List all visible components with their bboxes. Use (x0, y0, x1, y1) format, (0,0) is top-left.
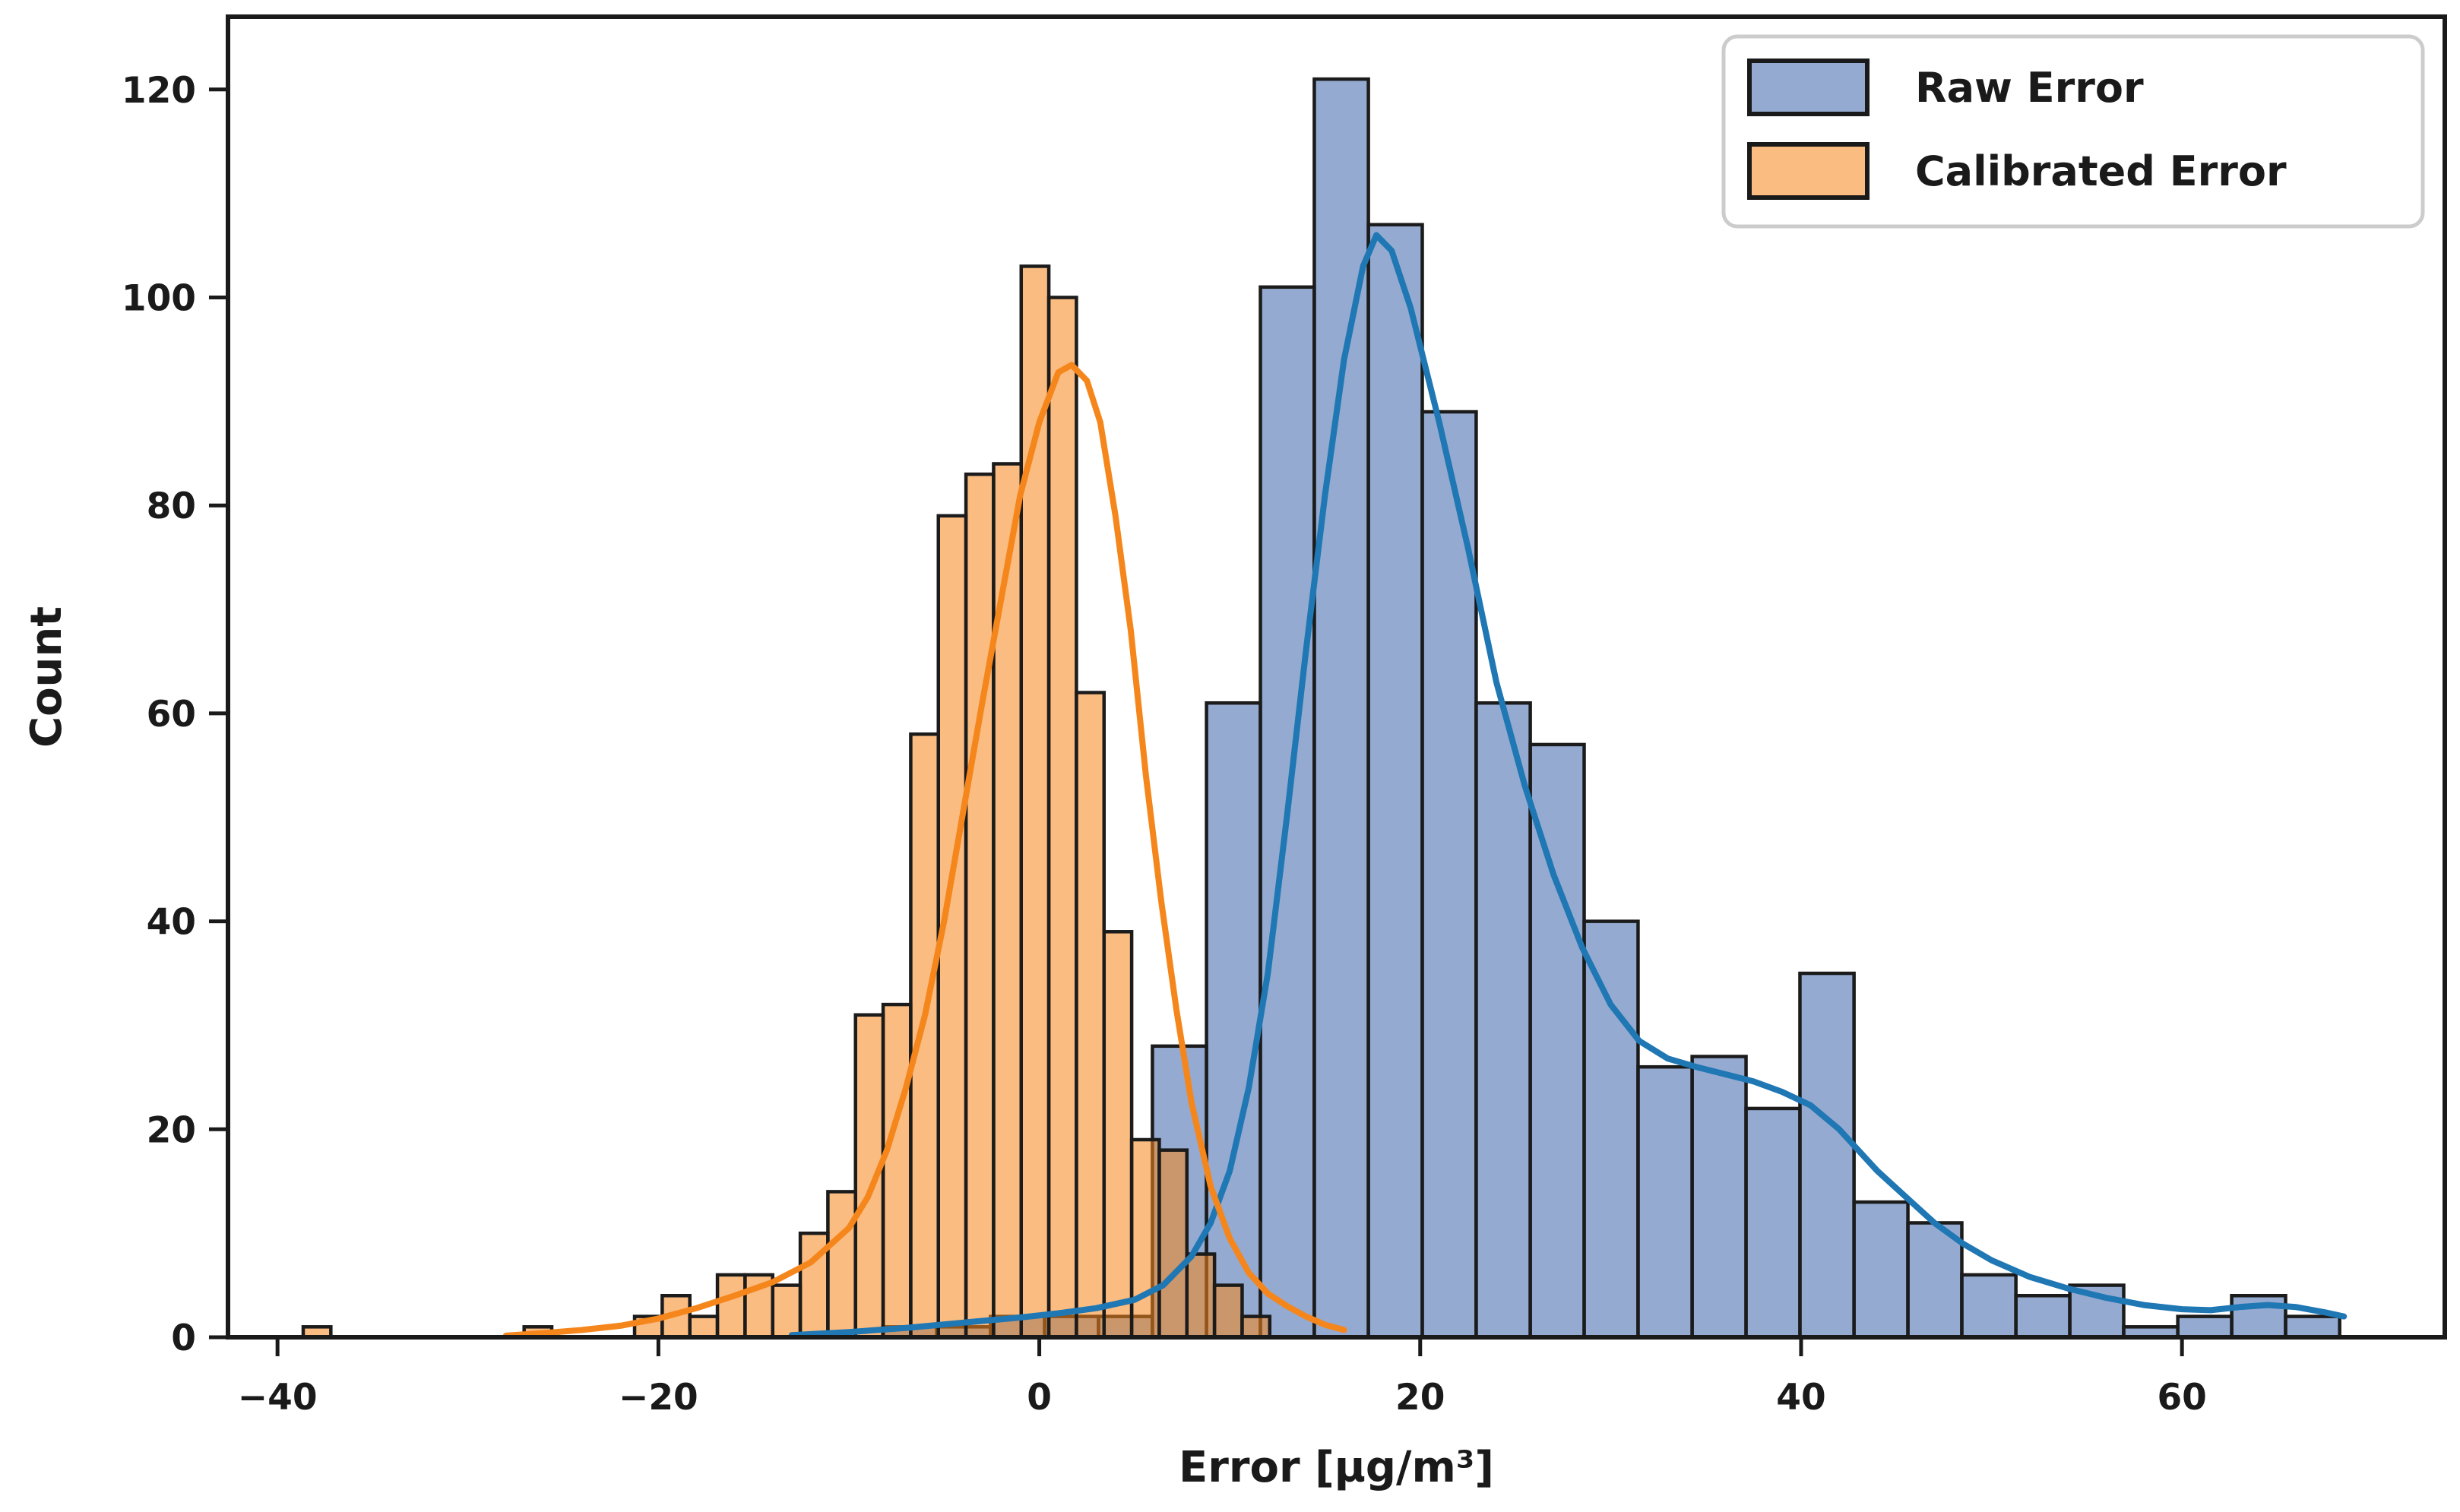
histogram-bar (1046, 296, 1078, 1340)
histogram-bar (826, 1190, 857, 1340)
calibrated-error-bars (301, 264, 1272, 1340)
histogram-bar (771, 1283, 803, 1340)
histogram-bar (1744, 1106, 1802, 1340)
histogram-bar (1129, 1137, 1161, 1340)
histogram-bar (1366, 223, 1424, 1340)
histogram-bar (1102, 930, 1134, 1340)
x-tick-label: 0 (1027, 1377, 1052, 1419)
histogram-bar (1906, 1221, 1964, 1340)
x-tick-label: −40 (238, 1377, 318, 1419)
legend-box (1721, 34, 2425, 229)
y-tick-label: 80 (147, 486, 196, 527)
x-axis-label: Error [µg/m³] (1179, 1443, 1494, 1492)
histogram-bar (715, 1273, 747, 1340)
histogram-bar (1212, 1283, 1244, 1340)
calibrated-error-kde-curve (502, 362, 1347, 1339)
histogram-bar (1075, 691, 1107, 1340)
histogram-bar (2014, 1294, 2072, 1340)
x-tick-label: −20 (619, 1377, 698, 1419)
histogram-bar (1960, 1273, 2018, 1340)
raw-error-kde-curve (788, 232, 2348, 1339)
y-tick-label: 20 (147, 1109, 196, 1151)
x-tick-label: 20 (1395, 1377, 1445, 1419)
histogram-bar (2230, 1294, 2287, 1340)
histogram-bar (992, 462, 1024, 1340)
histogram-bar (1798, 971, 1856, 1340)
y-tick-label: 120 (122, 70, 196, 112)
legend-swatch-calibrated-error (1747, 142, 1870, 200)
histogram-bar (2284, 1314, 2341, 1340)
kde-path (502, 362, 1347, 1339)
histogram-bar (1185, 1252, 1217, 1340)
y-axis-ticks: 0 20 40 60 80 100 120 (122, 70, 226, 1359)
histogram-bar (1852, 1200, 1910, 1340)
y-tick-label: 100 (122, 277, 196, 319)
legend: Raw Error Calibrated Error (1721, 34, 2425, 229)
histogram-bar (909, 732, 940, 1340)
histogram-bar (1582, 919, 1640, 1340)
y-tick-label: 40 (147, 902, 196, 944)
legend-label-calibrated-error: Calibrated Error (1915, 147, 2287, 195)
legend-swatch-raw-error (1747, 59, 1870, 116)
y-tick-label: 0 (171, 1317, 196, 1359)
histogram-bar (1636, 1064, 1694, 1340)
histogram-bar (1420, 410, 1478, 1340)
histogram-bar (1240, 1314, 1272, 1340)
y-axis-label: Count (22, 606, 71, 748)
x-axis-ticks: −40 −20 0 20 40 60 (238, 1340, 2207, 1419)
histogram-bar (1157, 1148, 1189, 1340)
x-tick-label: 40 (1776, 1377, 1825, 1419)
plot-frame (226, 14, 2447, 1340)
histogram-bar (881, 1002, 913, 1340)
histogram-bar (1528, 742, 1586, 1340)
histogram-bar (1690, 1055, 1748, 1340)
legend-label-raw-error: Raw Error (1915, 64, 2144, 112)
kde-path (788, 232, 2348, 1339)
histogram-bar (2176, 1314, 2234, 1340)
y-tick-label: 60 (147, 694, 196, 735)
histogram-bar (688, 1314, 720, 1340)
histogram-bar (1474, 701, 1532, 1340)
x-tick-label: 60 (2157, 1377, 2206, 1419)
histogram-bar (964, 472, 996, 1340)
